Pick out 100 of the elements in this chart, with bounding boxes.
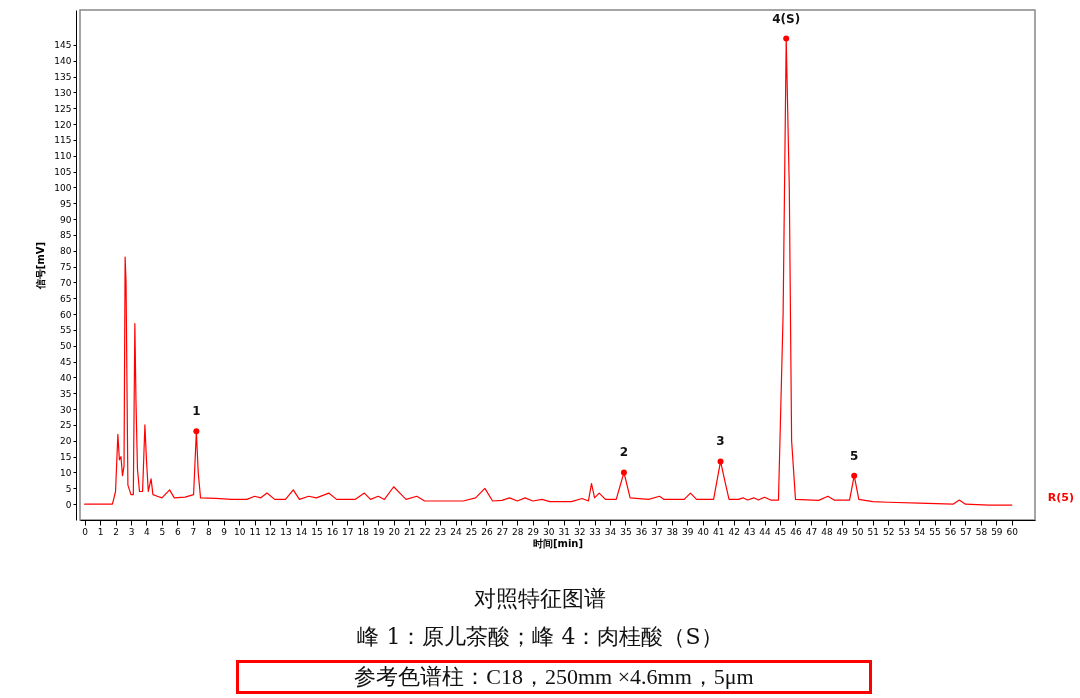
x-tick-label: 44 [759, 526, 772, 537]
x-tick-label: 59 [991, 526, 1003, 537]
x-tick-label: 34 [604, 526, 617, 537]
x-tick-label: 8 [205, 526, 212, 537]
x-tick-label: 48 [821, 526, 833, 537]
point [193, 428, 200, 435]
x-tick-label: 55 [929, 526, 941, 537]
x-tick-label: 33 [589, 526, 601, 537]
x-tick-label: 56 [944, 526, 957, 537]
x-tick-label: 2 [113, 526, 119, 537]
x-tick-label: 43 [743, 526, 756, 537]
x-tick-label: 58 [975, 526, 988, 537]
x-tick-label: 35 [620, 526, 632, 537]
y-tick-label: 50 [60, 341, 72, 352]
y-tick-label: 10 [60, 467, 72, 478]
y-axis-title: 信号[mV] [35, 241, 47, 291]
point [620, 469, 627, 476]
x-tick-label: 53 [898, 526, 910, 537]
x-tick-label: 14 [295, 526, 308, 537]
x-tick-label: 15 [311, 526, 323, 537]
annotation: 1 [192, 404, 201, 419]
y-tick-label: 130 [54, 87, 72, 98]
text: 对照特征图谱 [473, 585, 607, 613]
y-tick-label: 105 [54, 167, 72, 178]
x-tick-label: 13 [280, 526, 292, 537]
x-tick-label: 16 [326, 526, 339, 537]
x-tick-label: 29 [527, 526, 540, 537]
x-tick-label: 57 [960, 526, 972, 537]
x-tick-label: 42 [728, 526, 740, 537]
x-tick-label: 24 [450, 526, 463, 537]
annotation: 5 [850, 448, 859, 463]
point [783, 35, 790, 42]
x-tick-label: 26 [481, 526, 493, 537]
y-tick-label: 135 [54, 72, 72, 83]
x-tick-label: 0 [82, 526, 89, 537]
y-tick-label: 45 [60, 357, 72, 368]
x-tick-label: 54 [913, 526, 926, 537]
y-tick-label: 85 [60, 230, 72, 241]
annotation: 3 [716, 434, 725, 449]
x-tick-label: 46 [790, 526, 802, 537]
y-tick-label: 95 [60, 198, 72, 209]
x-tick-label: 49 [836, 526, 849, 537]
x-tick-label: 18 [357, 526, 370, 537]
x-axis-title: 时间[min] [532, 537, 584, 549]
y-tick-label: 5 [65, 483, 72, 494]
x-tick-label: 60 [1006, 526, 1019, 537]
annotation: 2 [619, 445, 629, 460]
x-tick-label: 4 [144, 526, 151, 537]
x-tick-label: 19 [373, 526, 385, 537]
x-tick-label: 21 [403, 526, 416, 537]
y-tick-label: 0 [65, 499, 72, 510]
x-tick-label: 12 [264, 526, 277, 537]
text: 峰 1：原儿茶酸；峰 4：肉桂酸（S） [356, 623, 724, 651]
x-tick-label: 28 [512, 526, 524, 537]
y-tick-label: 55 [60, 325, 72, 336]
y-tick-label: 25 [60, 420, 72, 431]
x-tick-label: 47 [805, 526, 818, 537]
x-tick-label: 20 [388, 526, 401, 537]
y-tick-label: 90 [60, 214, 72, 225]
x-tick-label: 30 [543, 526, 555, 537]
x-tick-label: 39 [682, 526, 694, 537]
x-tick-label: 31 [558, 526, 570, 537]
x-tick-label: 45 [774, 526, 787, 537]
text: R(5) [1047, 491, 1075, 505]
x-tick-label: 32 [573, 526, 586, 537]
x-tick-label: 37 [651, 526, 663, 537]
x-tick-label: 7 [190, 526, 197, 537]
y-tick-label: 40 [60, 372, 72, 383]
y-tick-label: 60 [60, 309, 72, 320]
x-tick-label: 38 [666, 526, 679, 537]
y-tick-label: 70 [60, 277, 72, 288]
x-tick-label: 52 [882, 526, 895, 537]
x-tick-label: 36 [635, 526, 648, 537]
y-tick-label: 120 [54, 119, 72, 130]
y-tick-label: 80 [60, 246, 72, 257]
x-tick-label: 3 [128, 526, 135, 537]
x-tick-label: 11 [249, 526, 261, 537]
y-tick-label: 15 [60, 452, 72, 463]
y-tick-label: 30 [60, 404, 72, 415]
y-tick-label: 140 [54, 56, 72, 67]
x-tick-label: 6 [174, 526, 181, 537]
point [717, 458, 724, 465]
annotation: 4(S) [772, 11, 801, 26]
y-tick-label: 20 [60, 436, 72, 447]
y-tick-label: 35 [60, 388, 72, 399]
x-tick-label: 25 [465, 526, 478, 537]
y-tick-label: 65 [60, 293, 72, 304]
x-tick-label: 10 [233, 526, 246, 537]
y-tick-label: 125 [54, 103, 72, 114]
y-tick-label: 110 [54, 151, 72, 162]
y-tick-label: 145 [54, 40, 72, 51]
y-tick-label: 75 [60, 262, 72, 273]
x-tick-label: 1 [97, 526, 104, 537]
y-tick-label: 100 [54, 182, 72, 193]
x-tick-label: 40 [697, 526, 710, 537]
x-tick-label: 9 [221, 526, 228, 537]
x-tick-label: 23 [434, 526, 447, 537]
x-tick-label: 27 [496, 526, 509, 537]
caption-frame: 参考色谱柱：C18，250mm ×4.6mm，5μm [236, 660, 872, 694]
x-tick-label: 51 [867, 526, 879, 537]
